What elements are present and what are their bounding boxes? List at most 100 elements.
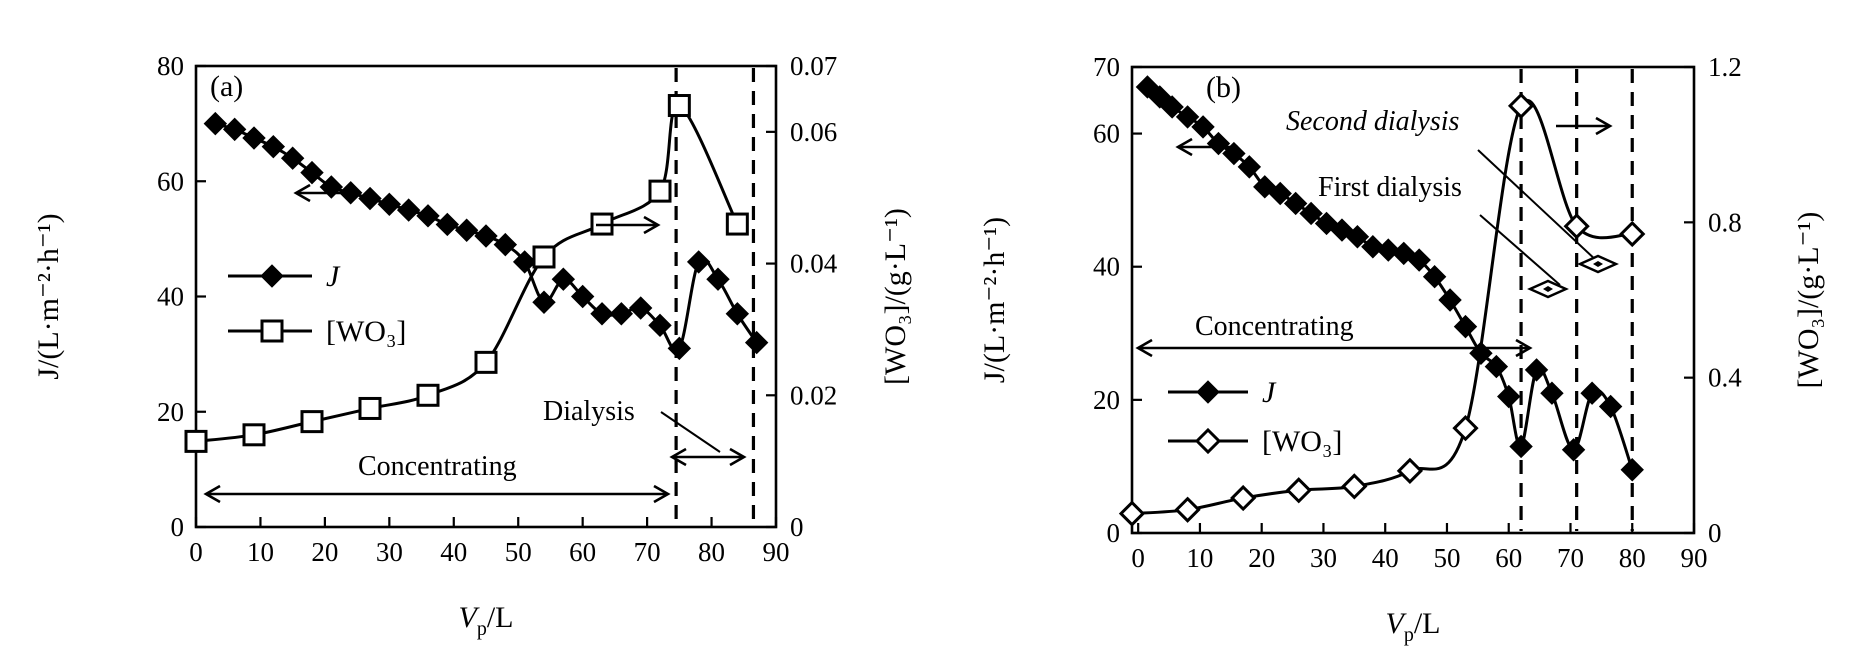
a-series-0-point-11: [416, 204, 440, 228]
a-series-0-point-8: [358, 186, 382, 211]
b-series-0-point-23: [1484, 354, 1509, 379]
b-concentrating-arrow-head-right: [1515, 338, 1533, 358]
a-x-axis-title-unit: /L: [487, 601, 514, 634]
b-series-1-point-0: [1118, 500, 1146, 527]
b-legend-wo3-label: [WO₃]: [1262, 425, 1342, 458]
a-series-0-point-12: [435, 212, 460, 237]
b-series-0-point-3: [1175, 105, 1200, 129]
a-dialysis-arrow: [669, 447, 747, 467]
a-yr-tick-label-4: 0.07: [790, 51, 837, 81]
a-legend-j-label: J: [326, 260, 341, 293]
a-dialysis-label: Dialysis: [543, 396, 635, 427]
a-x-tick-label-9: 90: [763, 537, 790, 567]
b-series-0-point-16: [1376, 238, 1401, 262]
a-wo3-axis-arrow: [596, 215, 661, 235]
a-series-0-point-23: [648, 313, 672, 338]
b-series-0-point-31: [1620, 458, 1644, 482]
a-x-tick-label-1: 10: [247, 537, 274, 567]
b-second-dialysis-marker-dot: [1593, 261, 1603, 267]
b-first-dialysis-label: First dialysis: [1318, 172, 1462, 203]
b-j-axis-arrow: [1175, 137, 1238, 157]
a-series-0-point-15: [493, 232, 518, 257]
a-x-tick-label-8: 80: [698, 537, 725, 567]
a-series-1-point-6: [532, 245, 556, 269]
a-series-1-point-1: [242, 423, 266, 447]
b-legend: J [WO₃]: [1168, 376, 1342, 458]
b-x-tick-label-0: 0: [1131, 543, 1145, 573]
b-yl-tick-label-0: 0: [1107, 518, 1121, 548]
b-series-0: [1135, 75, 1644, 482]
b-series-0-point-2: [1160, 95, 1184, 119]
a-series-0-point-4: [280, 146, 305, 170]
b-concentrating-arrow: [1135, 338, 1533, 358]
b-second-dialysis-label: Second dialysis: [1286, 106, 1460, 137]
b-x-tick-label-2: 20: [1248, 543, 1275, 573]
b-concentrating-label: Concentrating: [1195, 311, 1354, 342]
a-series-0-point-14: [474, 224, 498, 248]
panel-a: 0 10 20 30 40 50 60 70 80 9002040608000.020.040.0…: [32, 51, 912, 640]
b-j-axis-arrow-head-left: [1175, 137, 1193, 157]
a-concentrating-arrow-head-left: [203, 484, 221, 504]
a-series-1-point-0: [184, 429, 208, 453]
a-series-0-point-16: [512, 250, 537, 274]
b-x-axis-title: Vp/L: [1386, 607, 1441, 646]
a-series-1-point-2: [300, 410, 324, 434]
a-x-axis-title-sub: p: [477, 618, 487, 640]
a-series-1-point-5: [474, 350, 498, 374]
a-legend: J [WO₃]: [228, 260, 406, 348]
a-x-tick-label-6: 60: [569, 537, 596, 567]
a-series-0: [203, 111, 769, 361]
b-yl-tick-label-1: 20: [1093, 385, 1120, 415]
a-j-axis-arrow: [293, 183, 356, 203]
a-series-0-point-6: [319, 175, 344, 199]
a-series-0-point-21: [609, 302, 634, 326]
a-yl-tick-label-3: 60: [157, 166, 184, 196]
b-series-0-point-9: [1268, 181, 1292, 206]
b-yr-tick-label-3: 1.2: [1708, 52, 1742, 82]
b-wo3-axis-arrow: [1556, 116, 1613, 136]
b-series-1-point-6: [1452, 415, 1479, 442]
a-x-axis-title-main: V: [459, 601, 481, 634]
a-legend-wo3-marker: [260, 319, 284, 343]
b-y-right-title: [WO₃]/(g·L⁻¹): [1792, 212, 1825, 389]
a-series-0-point-3: [261, 134, 286, 159]
a-wo3-axis-arrow-head-right: [643, 215, 661, 235]
b-wo3-axis-arrow-head-right: [1595, 116, 1613, 136]
a-series-0-point-17: [532, 290, 556, 314]
b-series-1: [1118, 92, 1646, 527]
b-panel-label: (b): [1206, 71, 1241, 104]
b-series-1-point-7: [1507, 92, 1535, 119]
b-first-dialysis-marker-dot: [1543, 286, 1553, 292]
a-yl-tick-label-4: 80: [157, 51, 184, 81]
a-series-0-point-10: [396, 198, 421, 222]
a-panel-label: (a): [210, 70, 243, 103]
b-series-0-point-19: [1422, 264, 1447, 289]
b-series-0-point-4: [1191, 115, 1215, 139]
b-series-0-point-21: [1453, 314, 1478, 339]
b-plot-frame: [1130, 65, 1696, 535]
b-series-1-point-2: [1230, 484, 1257, 512]
b-series-1-point-4: [1341, 473, 1368, 500]
b-x-axis-title-unit: /L: [1414, 607, 1441, 640]
a-series-0-point-5: [300, 160, 324, 185]
b-series-1-point-5: [1396, 457, 1424, 484]
b-series-0-point-24: [1497, 384, 1521, 409]
b-x-axis-title-sub: p: [1404, 624, 1414, 646]
b-x-tick-label-8: 80: [1619, 543, 1646, 573]
b-series-1-point-1: [1174, 496, 1201, 523]
a-x-axis-title: Vp/L: [459, 601, 514, 640]
b-series-0-point-20: [1438, 288, 1462, 312]
b-series-0-point-15: [1361, 235, 1385, 259]
b-series-0-point-27: [1540, 381, 1564, 405]
a-concentrating-label: Concentrating: [358, 451, 517, 482]
a-x-tick-label-0: 0: [189, 537, 203, 567]
b-x-tick-label-7: 70: [1557, 543, 1584, 573]
a-series-0-point-27: [725, 302, 750, 326]
a-series-1-point-4: [416, 383, 440, 407]
b-series-0-point-5: [1206, 131, 1231, 156]
b-series-0-point-29: [1580, 381, 1604, 405]
a-dialysis-arrow-head-left: [669, 447, 687, 467]
a-series-1-point-10: [725, 212, 749, 236]
a-series-0-point-18: [551, 267, 576, 291]
